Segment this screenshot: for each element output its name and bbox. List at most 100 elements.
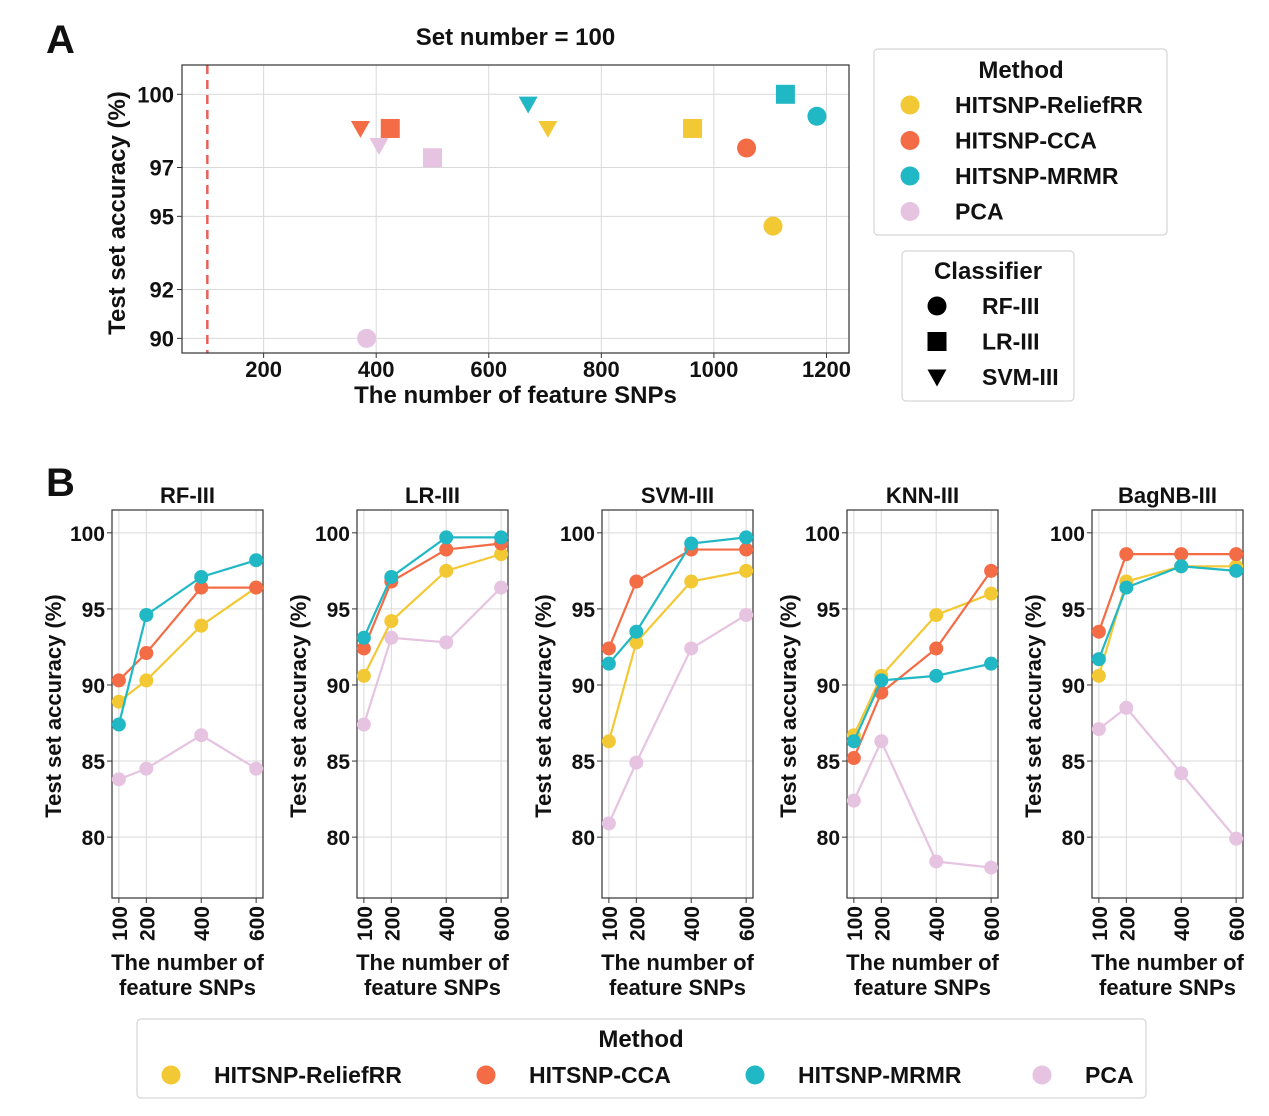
legend-label: HITSNP-ReliefRR — [955, 92, 1143, 118]
data-point — [139, 761, 154, 776]
data-point — [384, 569, 399, 584]
x-axis-label: The number of feature SNPs — [354, 382, 677, 409]
plot-frame — [111, 509, 264, 899]
data-point — [846, 793, 861, 808]
y-axis-label: Test set accuracy (%) — [41, 594, 66, 817]
legend-label: SVM-III — [982, 364, 1059, 390]
series-line — [607, 614, 747, 824]
panel-a-scatter: 200 400 600 800 1000 1200 90 92 95 97 100 Set numbe… — [104, 24, 851, 409]
y-tick-label: 92 — [150, 278, 174, 303]
data-point — [775, 84, 795, 104]
y-tick-label: 100 — [315, 523, 350, 546]
series-line — [362, 586, 502, 725]
y-tick-label: 80 — [1062, 827, 1085, 850]
legend-marker — [927, 296, 947, 316]
method-legend-b: Method HITSNP-ReliefRR HITSNP-CCA HITSNP-MR… — [136, 1018, 1147, 1099]
legend-label: RF-III — [982, 293, 1040, 319]
legend-label: HITSNP-CCA — [955, 128, 1097, 154]
legend-title: Method — [978, 57, 1063, 84]
data-point — [601, 816, 616, 831]
data-point — [929, 854, 944, 869]
x-axis-label: The number of — [1091, 950, 1244, 975]
data-point — [194, 618, 209, 633]
data-point — [984, 860, 999, 875]
data-point — [1229, 831, 1244, 846]
data-point — [846, 751, 861, 766]
y-tick-label: 80 — [817, 827, 840, 850]
data-point — [439, 635, 454, 650]
data-point — [538, 120, 558, 138]
y-tick-label: 95 — [150, 204, 174, 229]
data-point — [846, 734, 861, 749]
x-axis-label: feature SNPs — [854, 975, 991, 1000]
data-point — [518, 96, 538, 114]
x-tick-label: 100 — [109, 906, 132, 941]
data-point — [439, 530, 454, 545]
y-tick-label: 90 — [150, 326, 174, 351]
data-point — [684, 536, 699, 551]
x-tick-label: 800 — [583, 357, 620, 382]
x-axis-label: feature SNPs — [364, 975, 501, 1000]
data-point — [1119, 580, 1134, 595]
x-tick-label: 400 — [681, 906, 704, 941]
y-tick-label: 85 — [327, 751, 351, 774]
legend-marker — [927, 332, 947, 351]
data-point — [139, 673, 154, 688]
data-point — [1174, 547, 1189, 562]
y-tick-label: 100 — [137, 82, 174, 107]
method-legend-a: Method HITSNP-ReliefRR HITSNP-CCA HITSNP-MR… — [873, 48, 1168, 236]
x-tick-label: 400 — [926, 906, 949, 941]
y-tick-label: 80 — [572, 827, 595, 850]
series-line — [362, 536, 502, 639]
legend-marker — [476, 1065, 496, 1085]
x-axis-label: The number of — [111, 950, 264, 975]
legend-marker — [900, 131, 920, 150]
series-line — [362, 542, 502, 649]
legend-marker — [900, 166, 920, 186]
y-tick-label: 90 — [327, 675, 350, 698]
y-tick-label: 95 — [327, 599, 351, 622]
data-point — [629, 624, 644, 639]
data-point — [984, 563, 999, 578]
x-tick-label: 400 — [436, 906, 459, 941]
legend-marker — [1032, 1065, 1052, 1085]
y-tick-label: 90 — [817, 675, 840, 698]
data-point — [1091, 722, 1106, 737]
data-point — [1229, 563, 1244, 578]
data-point — [494, 547, 509, 562]
data-point — [356, 717, 371, 732]
x-axis-label: feature SNPs — [119, 975, 256, 1000]
data-point — [1091, 668, 1106, 683]
plot-frame — [356, 509, 509, 899]
legend-label: HITSNP-CCA — [529, 1062, 671, 1088]
legend-marker — [900, 202, 920, 221]
legend-frame — [901, 250, 1075, 402]
y-tick-label: 85 — [82, 751, 106, 774]
y-axis-label: Test set accuracy (%) — [286, 594, 311, 817]
y-tick-label: 100 — [805, 523, 840, 546]
subplot-title: KNN-III — [886, 483, 959, 508]
series-line — [118, 733, 257, 781]
subplot-title: RF-III — [160, 483, 215, 508]
data-point — [249, 761, 264, 776]
y-tick-label: 80 — [82, 827, 105, 850]
legend-label: LR-III — [982, 329, 1040, 355]
data-point — [684, 574, 699, 589]
data-point — [984, 656, 999, 671]
x-tick-label: 1000 — [689, 357, 738, 382]
y-axis-label: Test set accuracy (%) — [104, 91, 131, 335]
x-tick-label: 200 — [245, 357, 282, 382]
series-line — [1098, 706, 1237, 840]
legend-label: HITSNP-ReliefRR — [214, 1062, 402, 1088]
series-line — [362, 553, 502, 677]
y-tick-label: 100 — [70, 523, 105, 546]
x-tick-label: 100 — [599, 906, 622, 941]
data-point — [356, 668, 371, 683]
data-point — [139, 607, 154, 622]
